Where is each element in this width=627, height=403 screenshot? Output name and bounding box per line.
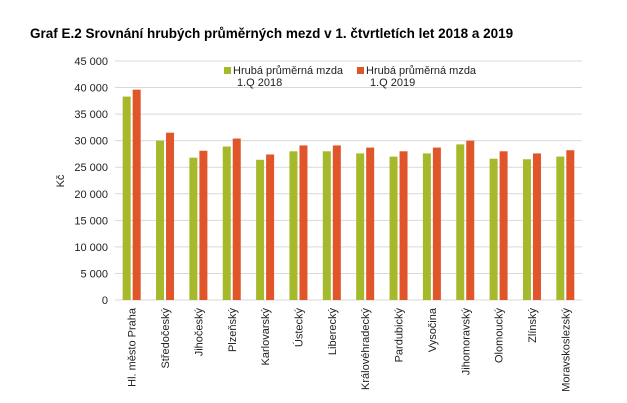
bar-2019	[266, 154, 275, 300]
legend-label: 1.Q 2018	[237, 77, 282, 89]
y-tick-label: 15 000	[74, 215, 108, 227]
y-tick-label: 10 000	[74, 242, 108, 254]
y-tick-label: 35 000	[74, 109, 108, 121]
x-category-label: Karlovarský	[260, 308, 272, 366]
x-category-label: Ústecký	[292, 308, 305, 348]
y-tick-label: 0	[102, 295, 108, 307]
x-category-label: Královéhradecký	[360, 308, 372, 390]
x-category-label: Jihomoravský	[460, 308, 472, 376]
legend-label: 1.Q 2019	[370, 77, 415, 89]
bar-2018	[256, 159, 265, 300]
bar-2019	[299, 145, 308, 300]
bar-2019	[499, 151, 508, 300]
x-category-label: Pardubický	[394, 308, 406, 363]
bar-2019	[166, 132, 175, 300]
bar-2018	[222, 146, 231, 300]
bar-2019	[566, 150, 575, 300]
x-axis-categories: Hl. město Praha Středočeský Jihočeský Plzeň…	[127, 307, 573, 392]
x-category-label: Jihočeský	[193, 308, 205, 357]
legend-swatch	[224, 67, 231, 74]
bar-2018	[156, 140, 165, 300]
bar-2018	[522, 159, 531, 300]
y-tick-label: 25 000	[74, 162, 108, 174]
bar-2018	[556, 156, 565, 300]
bar-2019	[232, 138, 241, 300]
x-category-label: Liberecký	[327, 308, 339, 356]
y-axis-label: Kč	[55, 174, 67, 187]
bar-2018	[389, 156, 398, 300]
y-tick-label: 20 000	[74, 189, 108, 201]
legend-swatch	[357, 67, 364, 74]
x-category-label: Vysočina	[427, 307, 439, 352]
bar-2019	[199, 150, 208, 300]
bar-2018	[122, 96, 131, 300]
x-category-label: Zlínský	[527, 308, 539, 343]
bar-2018	[189, 157, 198, 300]
bar-2018	[289, 151, 298, 300]
bar-2018	[322, 151, 331, 300]
x-category-label: Středočeský	[160, 308, 172, 369]
y-tick-label: 30 000	[74, 136, 108, 148]
bar-2018	[456, 144, 465, 300]
x-category-label: Olomoucký	[494, 308, 506, 364]
bar-2019	[132, 89, 141, 301]
bar-2019	[532, 153, 541, 300]
legend-label: Hrubá průměrná mzda	[233, 65, 344, 77]
bar-2019	[432, 147, 441, 300]
y-tick-label: 5 000	[80, 268, 108, 280]
bar-2018	[356, 153, 365, 300]
bar-2019	[366, 147, 375, 300]
y-axis-ticks: 0 5 000 10 000 15 000 20 000 25 000 30 000 35 0…	[74, 56, 108, 307]
bar-2018	[422, 153, 431, 300]
bars	[122, 89, 575, 301]
y-tick-label: 40 000	[74, 83, 108, 95]
chart-title: Graf E.2 Srovnání hrubých průměrných mez…	[30, 26, 514, 41]
x-category-label: Plzeňský	[227, 308, 239, 353]
gridlines	[115, 60, 582, 301]
bar-2019	[332, 145, 341, 300]
x-category-label: Hl. město Praha	[127, 307, 139, 387]
bar-2019	[466, 140, 475, 300]
y-tick-label: 45 000	[74, 56, 108, 68]
bar-2018	[489, 158, 498, 300]
bar-2019	[399, 151, 408, 300]
x-category-label: Moravskoslezský	[560, 308, 572, 392]
legend-label: Hrubá průměrná mzda	[366, 65, 477, 77]
